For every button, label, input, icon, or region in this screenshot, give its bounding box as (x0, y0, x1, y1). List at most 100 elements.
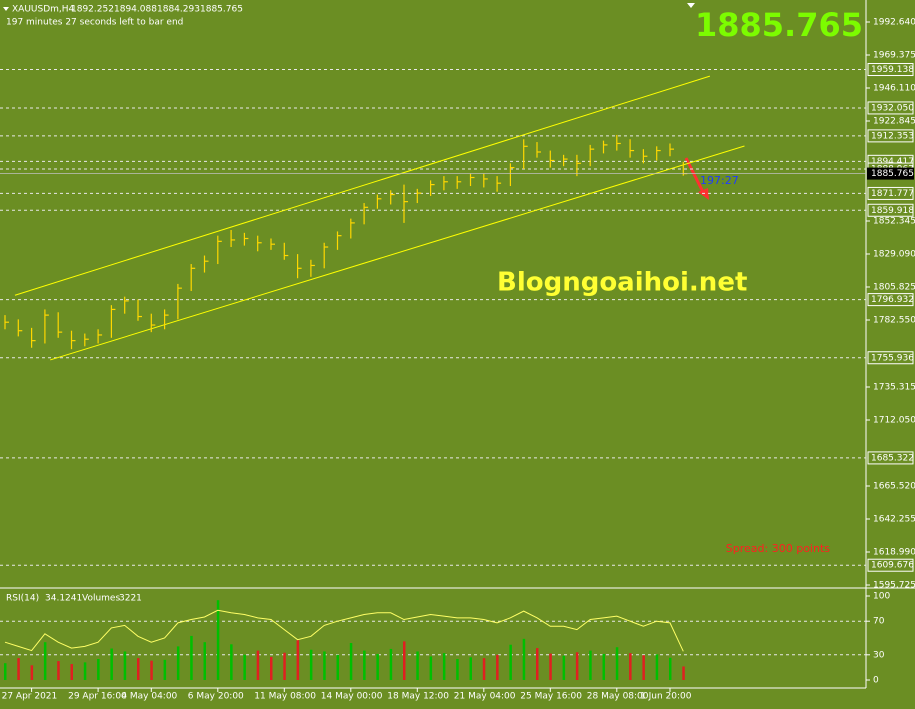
bar-low: 1884.293 (157, 5, 200, 15)
shift-marker (687, 3, 695, 8)
x-tick-label: 27 Apr 2021 (2, 692, 58, 702)
channel-line (14, 75, 711, 296)
x-tick-label: 1 Jun 20:00 (640, 692, 692, 702)
level-label: 1755.936 (871, 353, 914, 363)
x-tick-label: 21 May 04:00 (454, 692, 516, 702)
rsi-name: RSI(14) (6, 594, 39, 604)
volume-bar (57, 661, 60, 680)
level-label: 1609.676 (871, 561, 914, 571)
volume-bar (615, 647, 619, 680)
volume-bar (296, 640, 300, 680)
level-box (867, 63, 914, 77)
y-tick-label: 1735.315 (873, 383, 915, 393)
volume-bar (549, 653, 552, 680)
volume-bar (442, 653, 446, 680)
bar-open: 1892.252 (71, 5, 114, 15)
y-tick-label: 1595.725 (873, 581, 915, 591)
bar-close: 1885.765 (200, 5, 243, 15)
volume-bar (323, 651, 326, 680)
volume-bar (376, 653, 379, 680)
volume-bar (336, 654, 339, 680)
x-tick-label: 11 May 08:00 (254, 692, 316, 702)
spread-text: Spread: 300 points (726, 542, 830, 555)
watermark: Blogngoaihoi.net (497, 268, 747, 298)
volume-bar (176, 646, 180, 680)
current-price-box (867, 167, 914, 180)
y-tick-label: 1805.825 (873, 282, 915, 292)
volume-bar (43, 642, 47, 680)
volume-bar (110, 648, 113, 680)
volume-bar (482, 658, 486, 680)
volume-bar (536, 648, 539, 680)
volume-bar (283, 652, 286, 680)
rsi-tick-label: 30 (873, 650, 885, 660)
y-tick-label: 1665.520 (873, 482, 915, 492)
level-label: 1796.932 (871, 295, 914, 305)
countdown: 197:27 (700, 174, 739, 187)
current-price-label: 1885.765 (871, 169, 914, 179)
x-tick-label: 6 May 20:00 (188, 692, 244, 702)
big-price: 1885.765 (695, 6, 863, 44)
volume-bar (562, 655, 566, 680)
x-tick-label: 29 Apr 16:00 (68, 692, 127, 702)
y-tick-label: 1852.345 (873, 217, 915, 227)
volumes-label: Volumes (82, 594, 120, 604)
level-box (867, 351, 914, 365)
rsi-line (4, 609, 684, 652)
volume-bar (70, 664, 73, 680)
volume-bar (309, 649, 313, 680)
volume-bar (416, 651, 419, 680)
volume-bar (602, 653, 605, 680)
level-box (867, 451, 914, 465)
level-box (867, 101, 914, 115)
symbol-label: XAUUSDm,H4 (12, 5, 75, 15)
volume-bar (429, 656, 433, 680)
volume-bar (190, 635, 193, 680)
volume-bar (230, 644, 233, 680)
volume-bar (522, 638, 526, 680)
volume-bar (256, 650, 260, 680)
volume-bar (496, 654, 499, 680)
y-tick-label: 1642.255 (873, 515, 915, 525)
volume-bar (669, 657, 672, 680)
x-tick-label: 14 May 00:00 (321, 692, 383, 702)
y-tick-label: 1946.110 (873, 84, 915, 94)
volume-bar (123, 651, 127, 680)
volume-bar (150, 660, 153, 680)
channel-line (50, 145, 745, 361)
volume-bar (509, 644, 512, 680)
bar-high: 1894.088 (114, 5, 157, 15)
volume-bar (216, 600, 220, 680)
volumes-value: 3221 (119, 594, 142, 604)
level-box (867, 186, 914, 200)
volume-bar (30, 665, 34, 680)
y-tick-label: 1712.050 (873, 416, 915, 426)
rsi-tick-label: 0 (873, 676, 879, 686)
volume-bar (469, 657, 472, 680)
volume-bar (629, 653, 632, 680)
volume-bar (403, 641, 406, 680)
level-box (867, 558, 914, 572)
volume-bar (682, 666, 685, 680)
volume-bar (4, 663, 7, 680)
level-label: 1685.322 (871, 453, 914, 463)
level-box (867, 129, 914, 143)
level-box (867, 203, 914, 217)
level-label: 1859.918 (871, 206, 914, 216)
volume-bar (203, 642, 206, 680)
volume-bar (363, 650, 366, 680)
rsi-value: 34.1241 (45, 594, 82, 604)
volume-bar (389, 648, 393, 680)
level-label: 1871.777 (871, 189, 914, 199)
volume-bar (163, 659, 167, 680)
x-tick-label: 28 May 08:00 (587, 692, 649, 702)
y-tick-label: 1782.550 (873, 316, 915, 326)
volume-bar (456, 659, 459, 680)
y-tick-label: 1829.090 (873, 249, 915, 259)
y-tick-label: 1922.845 (873, 117, 915, 127)
volume-bar (270, 656, 273, 680)
menu-arrow (3, 7, 9, 11)
y-tick-label: 1992.640 (873, 18, 915, 28)
x-tick-label: 25 May 16:00 (520, 692, 582, 702)
y-tick-label: 1618.990 (873, 548, 915, 558)
